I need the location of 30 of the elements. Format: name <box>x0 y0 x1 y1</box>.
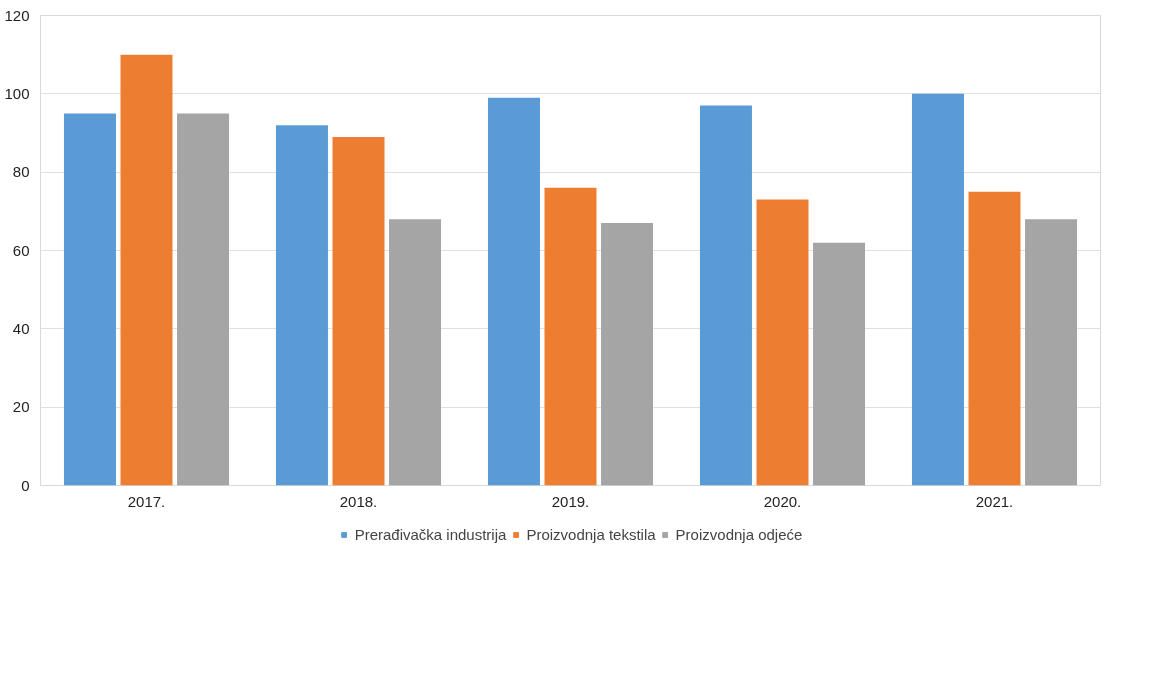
x-tick-label: 2021. <box>975 492 1014 510</box>
bar <box>332 136 385 486</box>
bar <box>275 125 328 486</box>
legend-label: Proizvodnja tekstila <box>526 525 656 543</box>
x-tick-label: 2020. <box>763 492 802 510</box>
x-tick-label: 2017. <box>127 492 166 510</box>
bar <box>120 54 173 486</box>
y-tick-label: 80 <box>12 163 30 181</box>
bar <box>177 113 230 486</box>
bar <box>699 105 752 486</box>
x-tick-label: 2019. <box>551 492 590 510</box>
bar <box>1025 219 1078 486</box>
bar <box>601 223 654 486</box>
bar <box>63 113 116 486</box>
legend-label: Proizvodnja odjeće <box>675 525 803 543</box>
bar <box>968 191 1021 486</box>
bar <box>487 97 540 486</box>
y-tick-label: 0 <box>21 476 30 494</box>
y-tick-label: 20 <box>12 398 30 416</box>
x-tick-label: 2018. <box>339 492 378 510</box>
bar <box>813 242 866 486</box>
bar <box>389 219 442 486</box>
y-tick-label: 60 <box>12 241 30 259</box>
bar <box>911 93 964 486</box>
legend-label: Prerađivačka industrija <box>354 525 507 543</box>
y-tick-label: 120 <box>4 6 30 24</box>
y-tick-label: 40 <box>12 319 30 337</box>
bar <box>544 187 597 486</box>
bar <box>756 199 809 486</box>
y-tick-label: 100 <box>4 84 30 102</box>
